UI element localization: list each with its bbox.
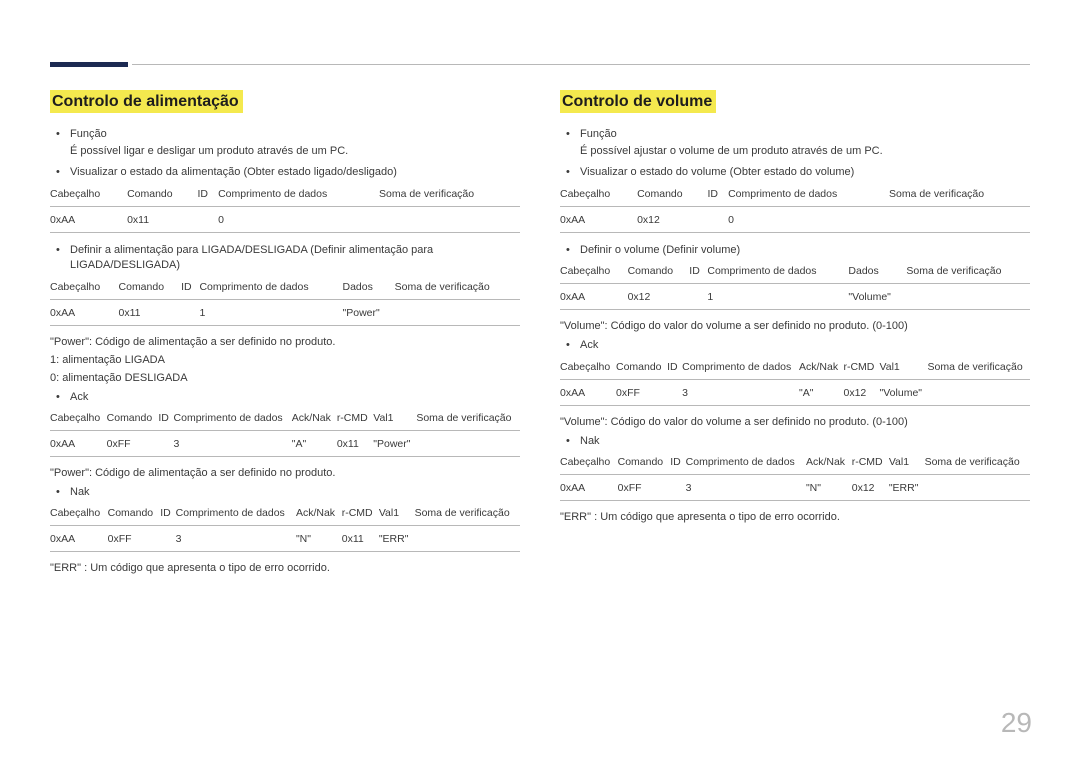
bullet-ack: •Ack [50, 390, 520, 405]
bullet-set-state-r: •Definir o volume (Definir volume) [560, 243, 1030, 258]
func-text: É possível ligar e desligar um produto a… [70, 145, 520, 157]
volume-table-1: CabeçalhoComandoIDComprimento de dadosSo… [560, 181, 1030, 233]
power-def: "Power": Código de alimentação a ser def… [50, 336, 520, 348]
header-rule [50, 64, 1030, 65]
bullet-nak: •Nak [50, 485, 520, 500]
volume-table-4: CabeçalhoComandoIDComprimento de dadosAc… [560, 449, 1030, 501]
volume-table-2: CabeçalhoComandoIDComprimento de dadosDa… [560, 258, 1030, 310]
power-def2: "Power": Código de alimentação a ser def… [50, 467, 520, 479]
power-table-4: CabeçalhoComandoIDComprimento de dadosAc… [50, 500, 520, 552]
bullet-nak-r: •Nak [560, 434, 1030, 449]
bullet-view-state-r: •Visualizar o estado do volume (Obter es… [560, 165, 1030, 180]
content-columns: Controlo de alimentação •Função É possív… [50, 90, 1030, 580]
power-off: 0: alimentação DESLIGADA [50, 372, 520, 384]
vol-def2: "Volume": Código do valor do volume a se… [560, 416, 1030, 428]
left-column: Controlo de alimentação •Função É possív… [50, 90, 520, 580]
volume-table-3: CabeçalhoComandoIDComprimento de dadosAc… [560, 354, 1030, 406]
bullet-view-state: •Visualizar o estado da alimentação (Obt… [50, 165, 520, 180]
right-column: Controlo de volume •Função É possível aj… [560, 90, 1030, 580]
err-note-r: "ERR" : Um código que apresenta o tipo d… [560, 511, 1030, 523]
power-table-3: CabeçalhoComandoIDComprimento de dadosAc… [50, 405, 520, 457]
power-on: 1: alimentação LIGADA [50, 354, 520, 366]
section-title-power: Controlo de alimentação [50, 90, 243, 113]
vol-def: "Volume": Código do valor do volume a se… [560, 320, 1030, 332]
page-number: 29 [1001, 707, 1032, 739]
bullet-func-r: •Função [560, 127, 1030, 142]
err-note: "ERR" : Um código que apresenta o tipo d… [50, 562, 520, 574]
bullet-set-state: •Definir a alimentação para LIGADA/DESLI… [50, 243, 520, 274]
power-table-2: CabeçalhoComandoIDComprimento de dadosDa… [50, 274, 520, 326]
power-table-1: CabeçalhoComandoIDComprimento de dadosSo… [50, 181, 520, 233]
bullet-func: •Função [50, 127, 520, 142]
func-text-r: É possível ajustar o volume de um produt… [580, 145, 1030, 157]
bullet-ack-r: •Ack [560, 338, 1030, 353]
section-title-volume: Controlo de volume [560, 90, 716, 113]
